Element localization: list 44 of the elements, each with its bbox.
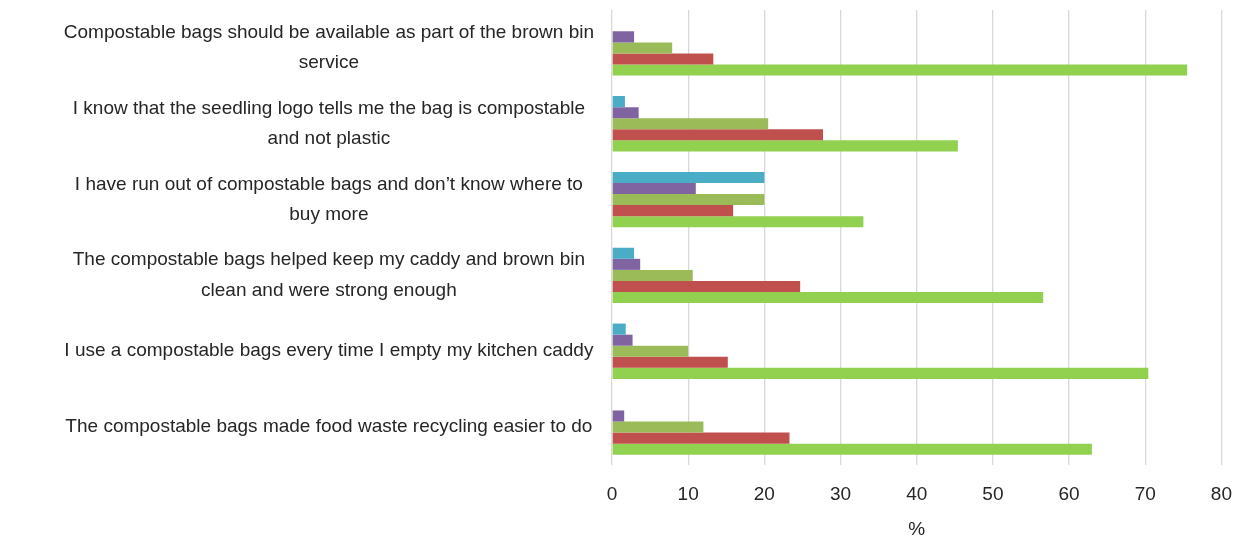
bar — [612, 140, 958, 152]
x-tick-label: 70 — [1134, 482, 1156, 504]
bar — [612, 216, 864, 228]
y-tick-label: I use a compostable bags every time I empty my kitchen caddy — [64, 339, 594, 361]
bar — [612, 356, 728, 368]
x-axis-title: % — [908, 517, 926, 539]
x-tick-label: 30 — [829, 482, 852, 504]
bar — [612, 64, 1188, 76]
bar — [612, 171, 765, 183]
bar — [612, 421, 704, 433]
bar — [612, 53, 714, 65]
bar — [612, 258, 641, 270]
y-tick-label: The compostable bags made food waste recycling easier to do — [65, 415, 593, 437]
x-tick-label: 10 — [677, 482, 699, 504]
bar — [612, 334, 633, 346]
bar — [612, 280, 801, 293]
bar — [612, 367, 1149, 379]
y-tick-label: The compostable bags helped keep my caddy and brown bin clean and were strong enough — [72, 248, 586, 300]
y-tick-label: I know that the seedling logo tells me the bag is compostable and not plastic — [72, 96, 586, 149]
bar — [612, 292, 1044, 304]
bar — [612, 443, 1092, 455]
x-tick-label: 50 — [982, 482, 1004, 504]
y-tick-label: I have run out of compostable bags and don’t know where to buy more — [74, 172, 583, 225]
bar — [612, 269, 693, 281]
bar — [612, 96, 625, 108]
bar — [612, 323, 626, 335]
bar — [612, 31, 635, 43]
bar — [612, 345, 689, 357]
bar — [612, 182, 696, 195]
bar — [612, 410, 625, 422]
bar — [612, 205, 734, 217]
x-tick-label: 60 — [1058, 482, 1080, 504]
bar — [612, 118, 769, 130]
x-tick-label: 80 — [1210, 482, 1232, 504]
bar — [612, 432, 790, 444]
x-tick-label: 40 — [906, 482, 928, 504]
bar — [612, 247, 635, 259]
bar — [612, 194, 765, 206]
bar — [612, 42, 673, 54]
x-tick-label: 0 — [606, 482, 618, 504]
bar — [612, 107, 639, 119]
bar — [612, 129, 824, 141]
y-tick-label: Compostable bags should be available as part of the brown bin service — [63, 20, 594, 73]
x-tick-label: 20 — [753, 482, 775, 504]
